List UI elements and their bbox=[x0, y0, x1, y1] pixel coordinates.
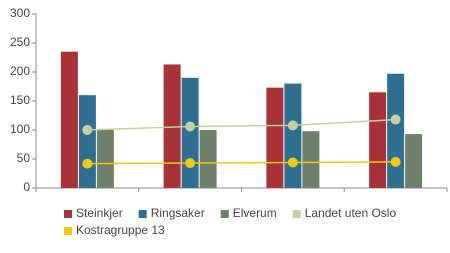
y-tick-label: 50 bbox=[17, 151, 31, 165]
y-tick-label: 200 bbox=[10, 64, 30, 78]
bar bbox=[163, 64, 181, 188]
bar bbox=[199, 130, 217, 188]
bar bbox=[302, 131, 320, 188]
legend-swatch bbox=[64, 210, 72, 218]
bar bbox=[266, 87, 284, 188]
bar bbox=[181, 77, 199, 188]
legend-label: Kostragruppe 13 bbox=[76, 223, 165, 237]
legend-swatch bbox=[138, 210, 147, 218]
line-marker bbox=[185, 121, 196, 132]
y-tick-label: 0 bbox=[23, 180, 30, 194]
bar bbox=[96, 130, 114, 188]
bar bbox=[78, 95, 96, 188]
bar bbox=[284, 83, 302, 188]
bar bbox=[369, 92, 387, 188]
legend-label: Landet uten Oslo bbox=[305, 206, 397, 220]
y-tick-label: 150 bbox=[10, 93, 30, 107]
bar bbox=[405, 134, 423, 188]
legend-swatch bbox=[292, 210, 301, 218]
line-marker bbox=[390, 114, 401, 125]
y-tick-label: 250 bbox=[10, 35, 30, 49]
bar bbox=[60, 51, 78, 189]
bar bbox=[387, 73, 405, 188]
legend-label: Elverum bbox=[233, 206, 277, 220]
line-marker bbox=[287, 120, 298, 131]
y-tick-label: 300 bbox=[10, 6, 30, 20]
legend-label: Ringsaker bbox=[151, 206, 205, 220]
line-marker bbox=[82, 158, 93, 169]
line bbox=[87, 118, 396, 131]
line-marker bbox=[287, 157, 298, 168]
legend-swatch bbox=[64, 227, 72, 235]
legend-swatch bbox=[220, 210, 229, 218]
line bbox=[87, 161, 396, 165]
line-marker bbox=[390, 156, 401, 167]
y-tick-label: 100 bbox=[10, 122, 30, 136]
line-marker bbox=[82, 125, 93, 135]
line-marker bbox=[185, 158, 196, 169]
legend-label: Steinkjer bbox=[76, 206, 123, 220]
